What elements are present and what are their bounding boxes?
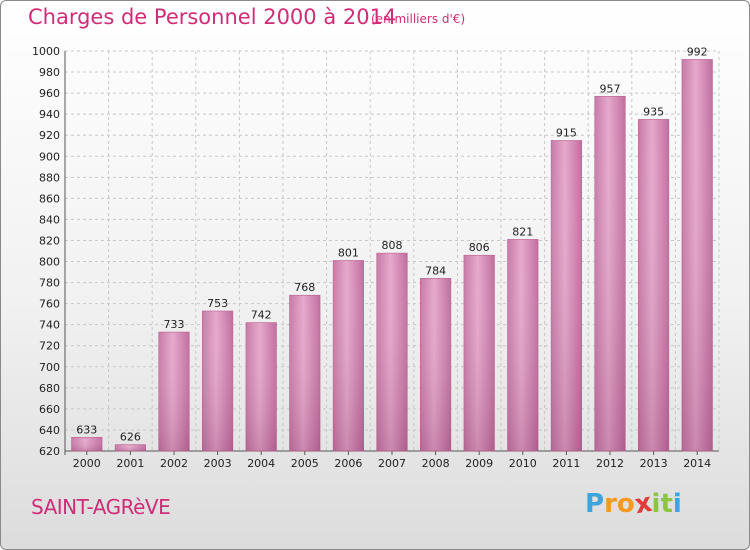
- logo-letter: i: [651, 489, 661, 519]
- y-tick-label: 860: [39, 192, 60, 205]
- bar-shade: [638, 119, 669, 451]
- bar-shade: [245, 322, 277, 451]
- bar-value-label: 742: [251, 309, 272, 322]
- y-tick-label: 660: [39, 403, 60, 416]
- x-tick-label: 2002: [160, 457, 188, 470]
- x-tick-label: 2005: [291, 457, 319, 470]
- logo-letter: r: [604, 489, 617, 519]
- y-tick-label: 780: [39, 277, 60, 290]
- bar-shade: [202, 311, 233, 451]
- logo-letter: P: [585, 489, 605, 519]
- bar-value-label: 753: [207, 297, 228, 310]
- x-tick-label: 2010: [509, 457, 537, 470]
- bar-value-label: 821: [512, 225, 533, 238]
- bar-value-label: 801: [338, 246, 359, 259]
- bar-shade: [594, 96, 626, 452]
- bar-shade: [507, 239, 539, 451]
- y-tick-label: 700: [39, 361, 60, 374]
- x-tick-label: 2014: [683, 457, 711, 470]
- chart-title: Charges de Personnel 2000 à 2014: [28, 5, 397, 29]
- y-tick-label: 980: [39, 66, 60, 79]
- bar-shade: [71, 437, 103, 451]
- bar-shade: [681, 59, 713, 451]
- x-tick-label: 2000: [73, 457, 101, 470]
- logo-letter: i: [672, 489, 682, 519]
- bar-value-label: 992: [687, 45, 708, 58]
- y-tick-label: 960: [39, 87, 60, 100]
- bar-value-label: 633: [76, 423, 97, 436]
- bar-shade: [463, 255, 495, 451]
- y-tick-label: 640: [39, 424, 60, 437]
- y-tick-label: 900: [39, 150, 60, 163]
- y-tick-label: 680: [39, 382, 60, 395]
- bar-value-label: 768: [294, 281, 315, 294]
- x-tick-label: 2012: [596, 457, 624, 470]
- y-tick-label: 740: [39, 319, 60, 332]
- bar-shade: [115, 444, 146, 451]
- bar-value-label: 808: [382, 239, 403, 252]
- x-tick-label: 2003: [204, 457, 232, 470]
- y-tick-label: 880: [39, 171, 60, 184]
- bar-value-label: 784: [425, 264, 446, 277]
- bar-shade: [551, 140, 582, 451]
- bar-shade: [420, 278, 451, 451]
- bar-value-label: 626: [120, 431, 141, 444]
- logo-letter: o: [616, 489, 635, 519]
- bar-value-label: 915: [556, 126, 577, 139]
- y-tick-label: 620: [39, 445, 60, 458]
- x-tick-label: 2004: [247, 457, 275, 470]
- chart-subtitle: (en milliers d'€): [371, 12, 466, 26]
- y-tick-label: 1000: [32, 45, 60, 58]
- y-tick-label: 920: [39, 129, 60, 142]
- y-tick-label: 820: [39, 234, 60, 247]
- x-tick-label: 2013: [640, 457, 668, 470]
- y-tick-label: 800: [39, 256, 60, 269]
- x-tick-label: 2011: [552, 457, 580, 470]
- bar-shade: [333, 260, 364, 451]
- x-tick-label: 2007: [378, 457, 406, 470]
- bar-shade: [289, 295, 321, 451]
- bar-value-label: 957: [600, 82, 621, 95]
- bar-value-label: 935: [643, 105, 664, 118]
- x-tick-label: 2006: [334, 457, 362, 470]
- bar-shade: [158, 332, 190, 451]
- y-tick-label: 760: [39, 298, 60, 311]
- bar-shade: [376, 253, 408, 451]
- bar-value-label: 806: [469, 241, 490, 254]
- x-tick-label: 2008: [422, 457, 450, 470]
- logo-letter: t: [660, 489, 673, 519]
- y-tick-label: 840: [39, 213, 60, 226]
- y-tick-label: 720: [39, 340, 60, 353]
- x-tick-label: 2009: [465, 457, 493, 470]
- commune-name: SAINT-AGRèVE: [31, 495, 171, 519]
- y-tick-label: 940: [39, 108, 60, 121]
- bar-value-label: 733: [164, 318, 185, 331]
- x-tick-label: 2001: [116, 457, 144, 470]
- proxiti-logo: Proxiti: [585, 488, 682, 520]
